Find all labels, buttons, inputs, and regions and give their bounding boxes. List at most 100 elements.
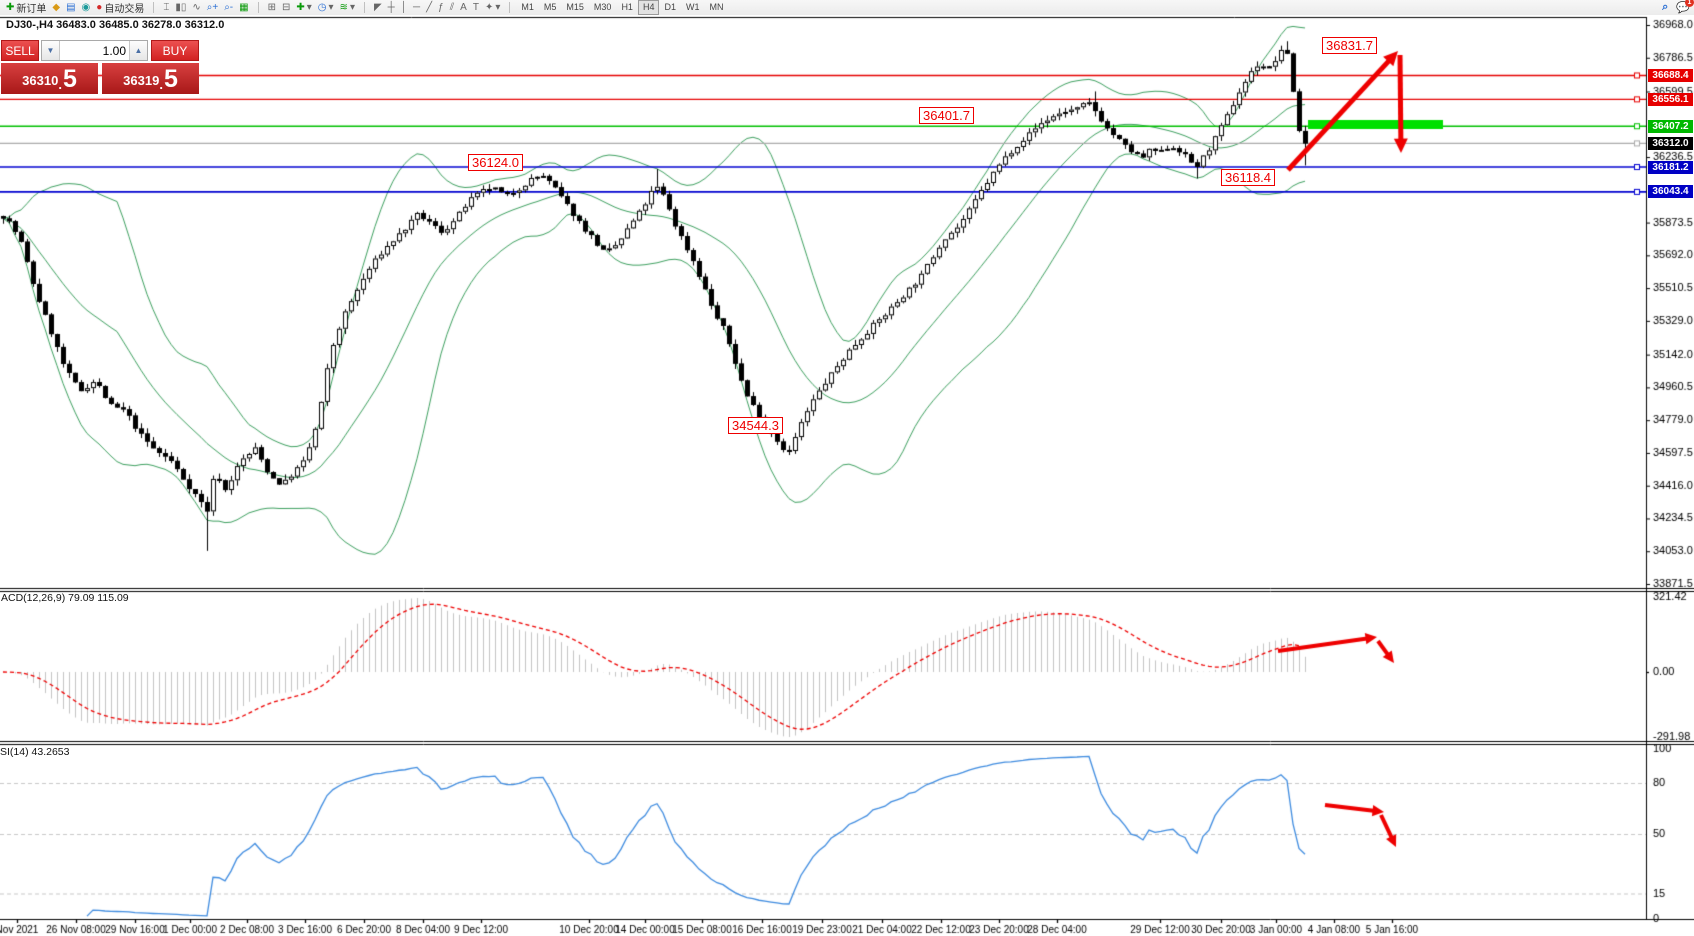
deposit-button[interactable]: ◆: [49, 1, 63, 14]
channel-button[interactable]: ⫽: [447, 1, 457, 14]
timeframe-button-m1[interactable]: M1: [521, 2, 534, 12]
text-label-button[interactable]: T: [470, 1, 482, 14]
period-button[interactable]: ◷ ▾: [315, 1, 337, 14]
sell-price-dot: .: [58, 77, 62, 92]
fibonacci-button[interactable]: ƒ: [435, 1, 447, 14]
sell-price-big-digit: 5: [62, 65, 77, 93]
zoom-out-button[interactable]: ⌕-: [221, 1, 236, 14]
toolbar-drawing-group: ◤ ┼ │ ─ ╱ ƒ ⫽ A T ✦ ▾: [368, 0, 506, 15]
annotation-label-34544-3[interactable]: 34544.3: [728, 417, 783, 434]
autotrading-label: 自动交易: [104, 4, 145, 15]
macd-label: ACD(12,26,9) 79.09 115.09: [1, 592, 129, 604]
chat-button[interactable]: 💬 1: [1676, 0, 1694, 14]
annotation-label-36118-4[interactable]: 36118.4: [1221, 169, 1276, 186]
volume-stepper: ▼ 1.00 ▲: [41, 40, 148, 61]
vline-button[interactable]: │: [398, 1, 410, 14]
market-watch-icon: ▤: [66, 2, 76, 13]
candlestick-icon: ▮▯: [175, 2, 187, 13]
line-chart-icon: ∿: [192, 2, 201, 13]
track-chart-icon: ⊟: [281, 2, 291, 13]
tile-windows-button[interactable]: ▦: [236, 1, 251, 14]
shapes-icon: ✦: [484, 2, 494, 13]
timeframe-button-m15[interactable]: M15: [566, 2, 584, 12]
signals-button[interactable]: ◉: [79, 1, 94, 14]
shapes-dropdown[interactable]: ✦ ▾: [482, 1, 503, 14]
new-order-icon: ✚: [6, 2, 15, 13]
price-badge-36407.2: 36407.2: [1648, 120, 1693, 133]
chevron-down-icon: ▾: [306, 2, 312, 13]
price-badge-36688.4: 36688.4: [1648, 69, 1693, 82]
text-label-icon: T: [472, 2, 479, 13]
volume-decrease-button[interactable]: ▼: [42, 41, 60, 60]
price-badge-36312.0: 36312.0: [1648, 137, 1693, 150]
clock-icon: ◷: [317, 2, 327, 13]
autotrading-button[interactable]: ● 自动交易: [93, 1, 147, 15]
auto-arrange-button[interactable]: ⊞: [265, 1, 279, 14]
autotrading-icon: ●: [96, 2, 103, 13]
cursor-icon: ◤: [373, 2, 382, 13]
track-chart-button[interactable]: ⊟: [279, 1, 293, 14]
hline-icon: ─: [413, 2, 421, 13]
buy-button[interactable]: BUY: [151, 40, 199, 61]
timeframe-button-h1[interactable]: H1: [621, 2, 633, 12]
toolbar-separator: [363, 2, 365, 13]
chart-canvas[interactable]: [0, 15, 1694, 936]
tile-windows-icon: ▦: [239, 2, 249, 13]
timeframe-button-d1[interactable]: D1: [664, 2, 676, 12]
cursor-button[interactable]: ◤: [371, 1, 385, 14]
toolbar-separator: [257, 2, 259, 13]
sell-price[interactable]: 36310. 5: [1, 63, 98, 94]
chevron-down-icon: ▾: [328, 2, 334, 13]
timeframe-button-m30[interactable]: M30: [593, 2, 612, 12]
annotation-label-36401-7[interactable]: 36401.7: [919, 107, 974, 124]
hline-button[interactable]: ─: [410, 1, 423, 14]
zoom-in-icon: ⌕+: [206, 2, 219, 13]
text-button[interactable]: A: [457, 1, 470, 14]
bar-chart-icon: ⌶: [163, 2, 170, 13]
zoom-out-icon: ⌕-: [224, 2, 234, 13]
one-click-trading-panel: SELL ▼ 1.00 ▲ BUY 36310. 5 36319. 5: [1, 40, 199, 94]
annotation-label-36124-0[interactable]: 36124.0: [468, 154, 523, 171]
chevron-down-icon: ▾: [495, 2, 501, 13]
signals-icon: ◉: [81, 2, 91, 13]
line-chart-button[interactable]: ∿: [189, 1, 203, 14]
trendline-button[interactable]: ╱: [423, 1, 435, 14]
zoom-in-button[interactable]: ⌕+: [204, 1, 221, 14]
toolbar-separator: [153, 2, 155, 13]
fibonacci-icon: ƒ: [438, 2, 444, 13]
chat-badge: 1: [1685, 0, 1694, 7]
channel-icon: ⫽: [449, 2, 455, 13]
new-chart-dropdown[interactable]: ✚ ▾: [293, 1, 314, 14]
chart-overlays: DJ30-,H4 36483.0 36485.0 36278.0 36312.0…: [0, 15, 1694, 936]
new-order-button[interactable]: ✚ 新订单: [3, 1, 49, 15]
volume-increase-button[interactable]: ▲: [129, 41, 147, 60]
buy-price-dot: .: [159, 77, 163, 92]
toolbar-right-group: ⌕ 💬 1: [1662, 0, 1694, 14]
new-chart-icon: ✚: [296, 2, 305, 13]
trade-prices-row: 36310. 5 36319. 5: [1, 63, 199, 94]
crosshair-icon: ┼: [387, 2, 395, 13]
toolbar-window-group: ⊞ ⊟ ✚ ▾ ◷ ▾ ≋ ▾: [262, 0, 361, 15]
new-order-label: 新订单: [16, 4, 47, 15]
crosshair-button[interactable]: ┼: [385, 1, 398, 14]
buy-price[interactable]: 36319. 5: [102, 63, 199, 94]
trendline-icon: ╱: [426, 2, 433, 13]
templates-button[interactable]: ≋ ▾: [337, 1, 358, 14]
timeframe-button-mn[interactable]: MN: [709, 2, 724, 12]
timeframe-button-w1[interactable]: W1: [685, 2, 700, 12]
sell-button[interactable]: SELL: [1, 40, 39, 61]
timeframe-button-h4[interactable]: H4: [637, 0, 660, 15]
sell-price-main: 36310: [22, 73, 59, 88]
volume-input[interactable]: 1.00: [102, 43, 126, 58]
timeframe-button-m5[interactable]: M5: [543, 2, 557, 12]
annotation-label-36831-7[interactable]: 36831.7: [1322, 37, 1377, 54]
search-icon[interactable]: ⌕: [1662, 1, 1669, 13]
template-chart-icon: ≋: [339, 2, 348, 13]
deposit-icon: ◆: [52, 2, 61, 13]
toolbar-standard-group: ✚ 新订单 ◆ ▤ ◉ ● 自动交易: [0, 0, 150, 15]
bar-chart-button[interactable]: ⌶: [160, 1, 172, 14]
market-watch-button[interactable]: ▤: [63, 1, 78, 14]
chevron-down-icon: ▾: [349, 2, 355, 13]
candlestick-chart-button[interactable]: ▮▯: [172, 1, 189, 14]
